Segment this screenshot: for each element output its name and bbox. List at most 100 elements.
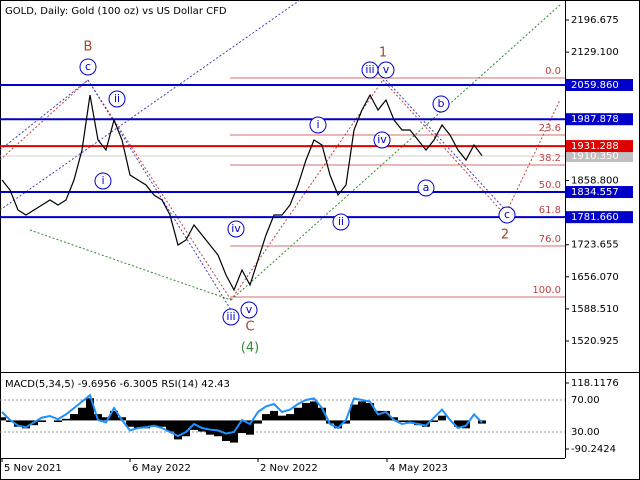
macd-bar — [382, 410, 390, 421]
y-tick-label: -90.2424 — [571, 444, 616, 455]
macd-bar — [150, 420, 158, 427]
macd-bar — [366, 402, 374, 421]
y-tick-label: 1520.925 — [571, 336, 619, 347]
wave-circle — [227, 220, 245, 238]
y-tick-label: 1656.070 — [571, 272, 619, 283]
wave-label: i — [316, 118, 319, 131]
macd-bar — [454, 420, 462, 427]
macd-bar — [182, 420, 190, 437]
wave-circle — [373, 131, 391, 149]
macd-bar — [334, 420, 342, 429]
wave-label: iii — [365, 63, 374, 76]
macd-bar — [286, 414, 294, 421]
current-price-label: 1910.350 — [571, 151, 619, 162]
macd-bar — [302, 402, 310, 421]
wave-label: a — [423, 181, 430, 194]
macd-bar — [214, 420, 222, 437]
macd-bar — [278, 415, 286, 421]
wave-label: c — [504, 208, 510, 221]
wave-label: c — [85, 60, 91, 73]
macd-bar — [54, 420, 62, 422]
macd-bar — [430, 420, 438, 422]
level-box — [566, 113, 633, 126]
rsi-line — [1, 393, 483, 438]
macd-bar — [350, 404, 358, 421]
y2-tick-label: 70.00 — [571, 395, 600, 406]
wave-circle — [377, 61, 395, 79]
macd-bar — [318, 407, 326, 421]
macd-bar — [38, 420, 46, 422]
macd-bar — [414, 420, 422, 426]
macd-bar — [270, 410, 278, 421]
wave-circle — [432, 95, 450, 113]
level-label: 1931.288 — [571, 141, 619, 152]
wave-label: v — [383, 63, 390, 76]
wave-label: i — [101, 174, 104, 187]
macd-bar — [102, 417, 110, 421]
macd-bar — [166, 420, 174, 432]
y-tick-label: 1723.655 — [571, 240, 619, 251]
wave-circle — [108, 90, 126, 108]
macd-bar — [358, 401, 366, 421]
macd-bar — [174, 420, 182, 440]
macd-bar — [254, 420, 262, 424]
macd-bar — [206, 420, 214, 435]
x-tick-label: 6 May 2022 — [132, 463, 191, 474]
wave-circle — [79, 58, 97, 76]
macd-bar — [134, 420, 142, 429]
y-tick-label: 2129.100 — [571, 47, 619, 58]
macd-bar — [22, 420, 30, 429]
x-tick-label: 2 Nov 2022 — [260, 463, 318, 474]
wave-line — [504, 99, 561, 216]
fib-label: 0.0 — [545, 66, 561, 77]
macd-bar — [86, 398, 94, 421]
macd-bar — [110, 410, 118, 421]
macd-bar — [126, 420, 134, 427]
level-box — [566, 186, 633, 199]
macd-bar — [422, 420, 430, 427]
wave-circle — [94, 172, 112, 190]
macd-bar — [0, 417, 6, 421]
macd-bar — [238, 420, 246, 434]
x-tick-label: 5 Nov 2021 — [4, 463, 62, 474]
wave-line — [0, 79, 89, 151]
y-tick-label: 118.1176 — [571, 378, 619, 389]
wave-circle — [222, 308, 240, 326]
channel-line — [0, 0, 301, 211]
wave-label: 2 — [501, 227, 509, 242]
level-box — [566, 140, 633, 153]
chart-title: GOLD, Daily: Gold (100 oz) vs US Dollar … — [5, 6, 227, 17]
wave-label: ii — [338, 215, 344, 228]
wave-line — [29, 229, 232, 301]
wave-label: B — [84, 39, 93, 54]
wave-circle — [417, 179, 435, 197]
macd-bar — [342, 420, 350, 424]
y-tick-label: 1858.800 — [571, 176, 619, 187]
indicator-title: MACD(5,34,5) -9.6956 -6.3005 RSI(14) 42.… — [5, 379, 230, 390]
macd-bar — [310, 401, 318, 421]
macd-bar — [262, 414, 270, 421]
fib-label: 23.6 — [539, 123, 561, 134]
wave-circle — [309, 116, 327, 134]
y-tick-label: 2196.675 — [571, 15, 619, 26]
macd-bar — [374, 410, 382, 421]
wave-label: (4) — [241, 340, 259, 355]
macd-bar — [398, 420, 406, 422]
macd-bar — [294, 407, 302, 421]
y2-tick-label: 30.00 — [571, 427, 600, 438]
macd-bar — [246, 420, 254, 435]
x-tick-label: 4 May 2023 — [389, 463, 448, 474]
level-box — [566, 211, 633, 224]
fib-label: 100.0 — [532, 285, 561, 296]
wave-label: iv — [231, 222, 241, 235]
price-line — [1, 93, 483, 292]
wave-label: iv — [377, 133, 387, 146]
macd-bar — [78, 407, 86, 421]
fib-label: 50.0 — [539, 180, 561, 191]
level-label: 2059.860 — [571, 80, 619, 91]
macd-bar — [62, 418, 70, 421]
macd-bar — [198, 420, 206, 432]
macd-bar — [70, 414, 78, 421]
